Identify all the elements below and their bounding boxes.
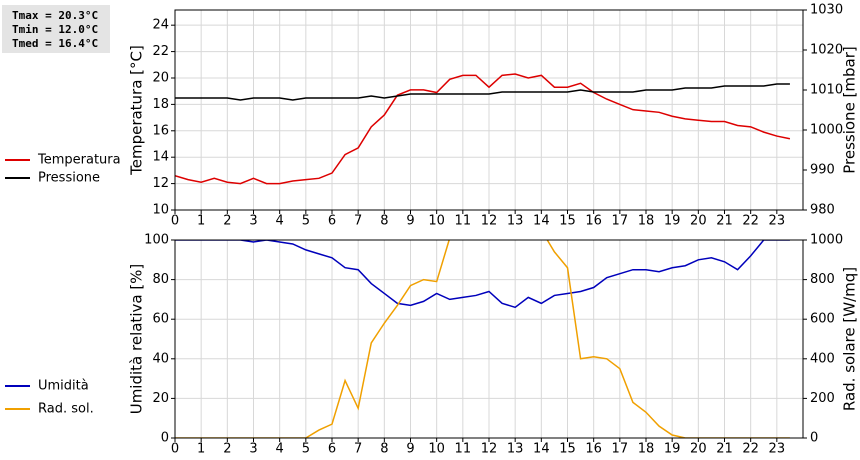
y-tick-label: 40 — [152, 351, 169, 366]
x-tick-label: 18 — [638, 214, 655, 229]
x-tick-label: 18 — [638, 442, 655, 457]
y-tick-label: 16 — [152, 123, 169, 138]
legend-label: Umidità — [38, 379, 89, 394]
x-tick-label: 5 — [302, 214, 310, 229]
x-tick-label: 19 — [664, 442, 681, 457]
stat-tmin: Tmin = 12.0°C — [12, 23, 98, 36]
y-tick-label: 100 — [144, 233, 169, 248]
y2-axis-title: Pressione [mbar] — [841, 46, 859, 174]
x-tick-label: 7 — [354, 442, 362, 457]
x-tick-label: 5 — [302, 442, 310, 457]
x-tick-label: 17 — [612, 214, 629, 229]
y-tick-label: 18 — [152, 97, 169, 112]
x-tick-label: 22 — [742, 214, 759, 229]
y-axis-title: Temperatura [°C] — [128, 45, 146, 176]
x-tick-label: 15 — [559, 214, 576, 229]
y-axis-title: Umidità relativa [%] — [128, 264, 146, 415]
x-tick-label: 14 — [533, 442, 550, 457]
stats-background — [2, 5, 110, 53]
plot-frame — [174, 239, 804, 439]
y2-tick-label: 0 — [810, 431, 818, 446]
plot-frame — [174, 9, 804, 211]
y2-tick-label: 200 — [810, 391, 835, 406]
legend-label: Pressione — [38, 171, 100, 186]
x-tick-label: 23 — [769, 214, 786, 229]
x-tick-label: 20 — [690, 442, 707, 457]
x-tick-label: 13 — [507, 442, 524, 457]
stat-tmed: Tmed = 16.4°C — [12, 37, 98, 50]
x-tick-label: 2 — [223, 442, 231, 457]
x-tick-label: 11 — [455, 442, 472, 457]
y2-tick-label: 1030 — [810, 3, 843, 18]
x-tick-label: 22 — [742, 442, 759, 457]
x-tick-label: 7 — [354, 214, 362, 229]
x-tick-label: 17 — [612, 442, 629, 457]
x-tick-label: 9 — [406, 214, 414, 229]
x-tick-label: 14 — [533, 214, 550, 229]
legend-label: Temperatura — [37, 153, 121, 168]
x-tick-label: 10 — [428, 214, 445, 229]
x-tick-label: 6 — [328, 214, 336, 229]
y2-tick-label: 1000 — [810, 233, 843, 248]
x-tick-label: 11 — [455, 214, 472, 229]
x-tick-label: 2 — [223, 214, 231, 229]
x-tick-label: 13 — [507, 214, 524, 229]
x-tick-label: 8 — [380, 214, 388, 229]
x-tick-label: 9 — [406, 442, 414, 457]
data-line — [175, 240, 790, 309]
x-tick-label: 0 — [171, 442, 179, 457]
y-tick-label: 60 — [152, 312, 169, 327]
data-line — [175, 83, 790, 101]
y-tick-label: 10 — [152, 203, 169, 218]
x-tick-label: 23 — [769, 442, 786, 457]
x-tick-label: 15 — [559, 442, 576, 457]
x-tick-label: 16 — [585, 214, 602, 229]
x-tick-label: 19 — [664, 214, 681, 229]
x-tick-label: 0 — [171, 214, 179, 229]
x-tick-label: 16 — [585, 442, 602, 457]
y-tick-label: 20 — [152, 70, 169, 85]
x-tick-label: 6 — [328, 442, 336, 457]
y-tick-label: 20 — [152, 391, 169, 406]
x-tick-label: 3 — [249, 214, 257, 229]
y-tick-label: 80 — [152, 272, 169, 287]
x-tick-label: 21 — [716, 442, 733, 457]
y-tick-label: 24 — [152, 18, 169, 33]
y2-tick-label: 600 — [810, 312, 835, 327]
plot-lines — [175, 240, 790, 438]
stats-box: Tmax = 20.3°C Tmin = 12.0°C Tmed = 16.4°… — [2, 5, 110, 53]
x-tick-label: 8 — [380, 442, 388, 457]
x-tick-label: 4 — [276, 442, 284, 457]
x-tick-label: 1 — [197, 214, 205, 229]
data-line — [175, 73, 791, 185]
y-tick-label: 0 — [161, 431, 169, 446]
y-tick-label: 14 — [152, 150, 169, 165]
y2-tick-label: 1000 — [810, 123, 843, 138]
x-tick-label: 21 — [716, 214, 733, 229]
x-tick-label: 4 — [276, 214, 284, 229]
x-tick-label: 12 — [481, 442, 498, 457]
y2-tick-label: 990 — [810, 163, 835, 178]
x-tick-label: 12 — [481, 214, 498, 229]
y2-tick-label: 1010 — [810, 83, 843, 98]
x-tick-label: 20 — [690, 214, 707, 229]
y2-tick-label: 800 — [810, 272, 835, 287]
y2-tick-label: 400 — [810, 351, 835, 366]
y2-tick-label: 980 — [810, 203, 835, 218]
y2-axis-title: Rad. solare [W/mq] — [841, 267, 859, 411]
legend-label: Rad. sol. — [38, 402, 94, 417]
x-tick-label: 10 — [428, 442, 445, 457]
x-tick-label: 3 — [249, 442, 257, 457]
y-tick-label: 12 — [152, 176, 169, 191]
y2-tick-label: 1020 — [810, 43, 843, 58]
x-tick-label: 1 — [197, 442, 205, 457]
stat-tmax: Tmax = 20.3°C — [12, 9, 98, 22]
plot-lines — [175, 73, 791, 185]
y-tick-label: 22 — [152, 44, 169, 59]
